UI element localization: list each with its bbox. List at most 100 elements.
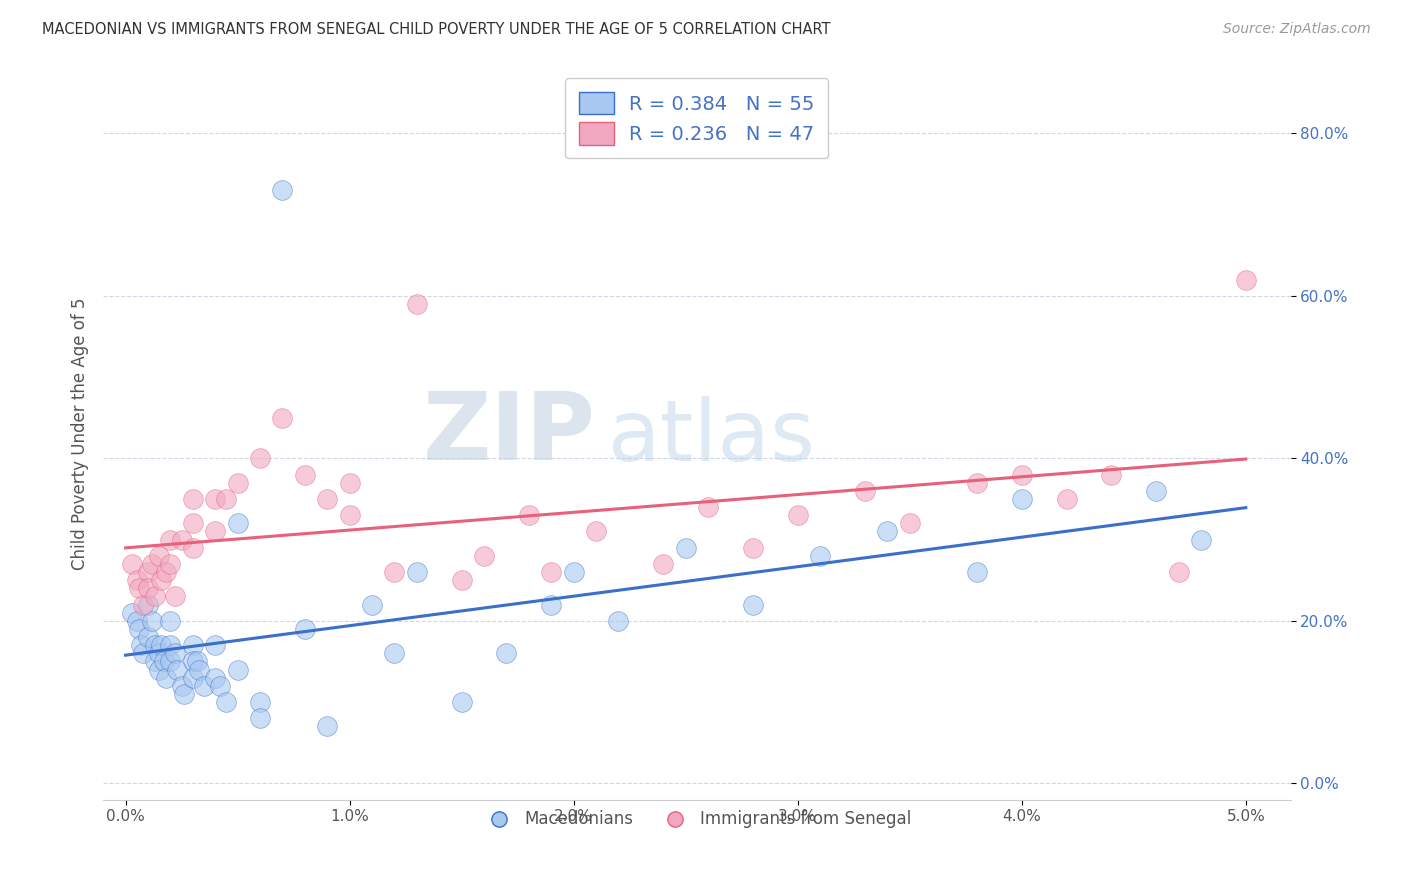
Point (271, 410, 294, 425)
Point (540, 598, 562, 612)
Point (181, 671, 204, 685)
Point (170, 679, 193, 693)
Y-axis label: Child Poverty Under the Age of 5: Child Poverty Under the Age of 5 (72, 298, 89, 570)
Point (159, 557, 181, 571)
Point (143, 638, 166, 652)
Point (966, 565, 988, 579)
Point (517, 508, 540, 523)
Point (121, 606, 143, 620)
Point (249, 695, 271, 709)
Point (405, 565, 427, 579)
Text: ZIP: ZIP (423, 388, 596, 480)
Point (136, 630, 159, 644)
Point (339, 508, 361, 523)
Point (226, 663, 249, 677)
Point (128, 622, 150, 636)
Point (121, 557, 143, 571)
Point (1099, 467, 1122, 482)
Point (163, 646, 186, 660)
Point (294, 622, 316, 636)
Point (159, 614, 181, 628)
Point (316, 719, 339, 733)
Point (163, 590, 186, 604)
Point (155, 565, 177, 579)
Point (585, 524, 607, 539)
Point (1189, 533, 1212, 547)
Point (652, 557, 675, 571)
Point (808, 549, 831, 563)
Point (294, 467, 316, 482)
Point (204, 524, 226, 539)
Point (173, 687, 195, 701)
Point (181, 655, 204, 669)
Point (181, 638, 204, 652)
Point (786, 508, 808, 523)
Point (384, 565, 406, 579)
Point (697, 500, 720, 515)
Point (226, 475, 249, 490)
Point (159, 533, 181, 547)
Point (204, 491, 226, 506)
Point (136, 598, 159, 612)
Point (181, 516, 204, 531)
Point (540, 565, 562, 579)
Point (607, 614, 630, 628)
Point (150, 638, 173, 652)
Point (853, 483, 876, 498)
Point (143, 655, 166, 669)
Point (188, 663, 211, 677)
Point (193, 679, 215, 693)
Point (675, 541, 697, 555)
Point (1056, 491, 1078, 506)
Point (155, 671, 177, 685)
Point (148, 663, 170, 677)
Point (125, 614, 148, 628)
Point (384, 646, 406, 660)
Point (249, 711, 271, 725)
Point (316, 491, 339, 506)
Point (143, 590, 166, 604)
Point (186, 655, 208, 669)
Point (405, 297, 427, 311)
Point (159, 638, 181, 652)
Point (170, 533, 193, 547)
Point (132, 646, 155, 660)
Point (741, 598, 763, 612)
Point (215, 491, 238, 506)
Point (876, 524, 898, 539)
Text: Source: ZipAtlas.com: Source: ZipAtlas.com (1223, 22, 1371, 37)
Point (271, 183, 294, 197)
Point (141, 614, 163, 628)
Point (1011, 491, 1033, 506)
Point (1234, 273, 1257, 287)
Point (339, 475, 361, 490)
Point (166, 663, 188, 677)
Point (226, 516, 249, 531)
Point (1167, 565, 1189, 579)
Point (204, 671, 226, 685)
Point (181, 491, 204, 506)
Text: MACEDONIAN VS IMMIGRANTS FROM SENEGAL CHILD POVERTY UNDER THE AGE OF 5 CORRELATI: MACEDONIAN VS IMMIGRANTS FROM SENEGAL CH… (42, 22, 831, 37)
Point (215, 695, 238, 709)
Point (249, 451, 271, 466)
Point (741, 541, 763, 555)
Point (152, 655, 174, 669)
Point (898, 516, 921, 531)
Point (141, 557, 163, 571)
Legend: Macedonians, Immigrants from Senegal: Macedonians, Immigrants from Senegal (475, 804, 918, 835)
Point (129, 638, 152, 652)
Point (125, 573, 148, 587)
Point (181, 541, 204, 555)
Point (148, 646, 170, 660)
Point (128, 582, 150, 596)
Point (450, 573, 472, 587)
Point (450, 695, 472, 709)
Point (562, 565, 585, 579)
Point (1144, 483, 1167, 498)
Point (150, 573, 173, 587)
Point (966, 475, 988, 490)
Point (1011, 467, 1033, 482)
Point (361, 598, 384, 612)
Text: atlas: atlas (607, 396, 815, 479)
Point (208, 679, 231, 693)
